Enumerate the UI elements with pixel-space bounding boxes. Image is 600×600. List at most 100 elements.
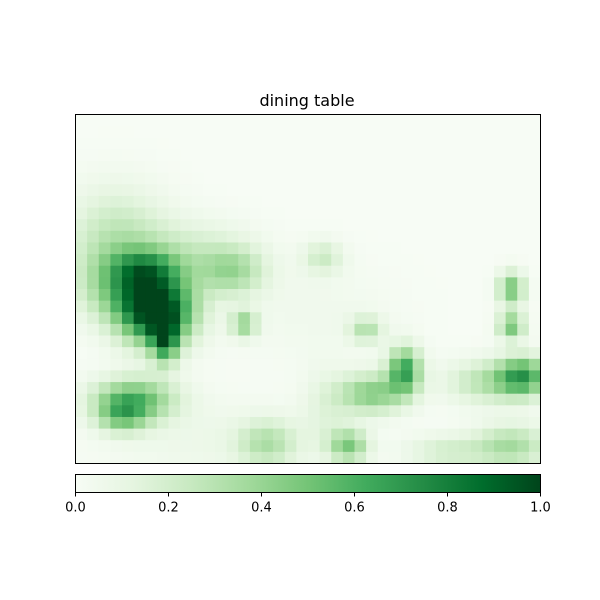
heatmap-cell <box>401 416 414 429</box>
heatmap-cell <box>401 172 414 185</box>
heatmap-cell <box>261 440 274 453</box>
heatmap-cell <box>145 277 158 290</box>
heatmap-cell <box>389 172 402 185</box>
heatmap-cell <box>122 161 135 174</box>
heatmap-cell <box>447 440 460 453</box>
heatmap-cell <box>122 137 135 150</box>
heatmap-cell <box>517 184 530 197</box>
heatmap-cell <box>284 149 297 162</box>
heatmap-cell <box>145 137 158 150</box>
heatmap-cell <box>110 207 123 220</box>
heatmap-cell <box>517 207 530 220</box>
heatmap-cell <box>284 428 297 441</box>
heatmap-cell <box>342 265 355 278</box>
heatmap-cell <box>377 405 390 418</box>
heatmap-cell <box>87 149 100 162</box>
heatmap-cell <box>215 370 228 383</box>
heatmap-cell <box>75 172 88 185</box>
heatmap-cell <box>482 219 495 232</box>
heatmap-cell <box>412 300 425 313</box>
heatmap-cell <box>284 219 297 232</box>
heatmap-cell <box>191 137 204 150</box>
heatmap-cell <box>203 230 216 243</box>
heatmap-cell <box>517 416 530 429</box>
heatmap-cell <box>366 242 379 255</box>
heatmap-cell <box>180 382 193 395</box>
heatmap-cell <box>389 149 402 162</box>
heatmap-cell <box>122 347 135 360</box>
heatmap-cell <box>110 370 123 383</box>
heatmap-cell <box>156 195 169 208</box>
heatmap-cell <box>342 440 355 453</box>
heatmap-cell <box>133 289 146 302</box>
heatmap-cell <box>354 289 367 302</box>
heatmap-cell <box>191 312 204 325</box>
heatmap-cell <box>203 219 216 232</box>
heatmap-cell <box>145 254 158 267</box>
heatmap-cell <box>191 254 204 267</box>
heatmap-cell <box>284 289 297 302</box>
heatmap-cell <box>342 347 355 360</box>
heatmap-cell <box>377 382 390 395</box>
heatmap-cell <box>470 347 483 360</box>
heatmap-cell <box>308 405 321 418</box>
heatmap-cell <box>424 405 437 418</box>
heatmap-cell <box>447 161 460 174</box>
heatmap-cell <box>273 416 286 429</box>
heatmap-cell <box>342 300 355 313</box>
heatmap-cell <box>482 184 495 197</box>
heatmap-cell <box>482 126 495 139</box>
heatmap-cell <box>156 289 169 302</box>
heatmap-cell <box>87 358 100 371</box>
heatmap-cell <box>435 289 448 302</box>
heatmap-cell <box>133 161 146 174</box>
heatmap-cell <box>98 265 111 278</box>
heatmap-cell <box>319 207 332 220</box>
heatmap-cell <box>168 440 181 453</box>
heatmap-cell <box>354 137 367 150</box>
heatmap-cell <box>296 219 309 232</box>
heatmap-cell <box>75 323 88 336</box>
heatmap-cell <box>75 440 88 453</box>
heatmap-cell <box>284 312 297 325</box>
heatmap-cell <box>424 161 437 174</box>
heatmap-cell <box>470 114 483 127</box>
heatmap-cell <box>319 172 332 185</box>
heatmap-cell <box>145 114 158 127</box>
heatmap-cell <box>366 323 379 336</box>
heatmap-cell <box>470 254 483 267</box>
heatmap-cell <box>342 137 355 150</box>
heatmap-cell <box>342 428 355 441</box>
heatmap-cell <box>517 195 530 208</box>
heatmap-cell <box>401 161 414 174</box>
heatmap-cell <box>215 114 228 127</box>
heatmap-cell <box>459 312 472 325</box>
heatmap-cell <box>226 207 239 220</box>
heatmap-cell <box>389 265 402 278</box>
heatmap-cell <box>517 358 530 371</box>
heatmap-cell <box>482 207 495 220</box>
heatmap-cell <box>122 405 135 418</box>
heatmap-cell <box>203 149 216 162</box>
heatmap-cell <box>203 161 216 174</box>
heatmap-cell <box>366 358 379 371</box>
heatmap-cell <box>122 440 135 453</box>
heatmap-cell <box>261 184 274 197</box>
heatmap-cell <box>238 184 251 197</box>
heatmap-cell <box>273 358 286 371</box>
heatmap-cell <box>296 184 309 197</box>
heatmap-cell <box>203 451 216 464</box>
heatmap-cell <box>459 335 472 348</box>
heatmap-cell <box>308 265 321 278</box>
colorbar-tick-label: 0.2 <box>158 501 179 516</box>
heatmap-cell <box>517 265 530 278</box>
heatmap-cell <box>401 393 414 406</box>
heatmap-cell <box>98 451 111 464</box>
heatmap-cell <box>145 265 158 278</box>
heatmap-cell <box>308 114 321 127</box>
heatmap-cell <box>180 277 193 290</box>
heatmap-cell <box>284 114 297 127</box>
heatmap-cell <box>261 300 274 313</box>
heatmap-cell <box>528 405 541 418</box>
heatmap-cell <box>215 230 228 243</box>
